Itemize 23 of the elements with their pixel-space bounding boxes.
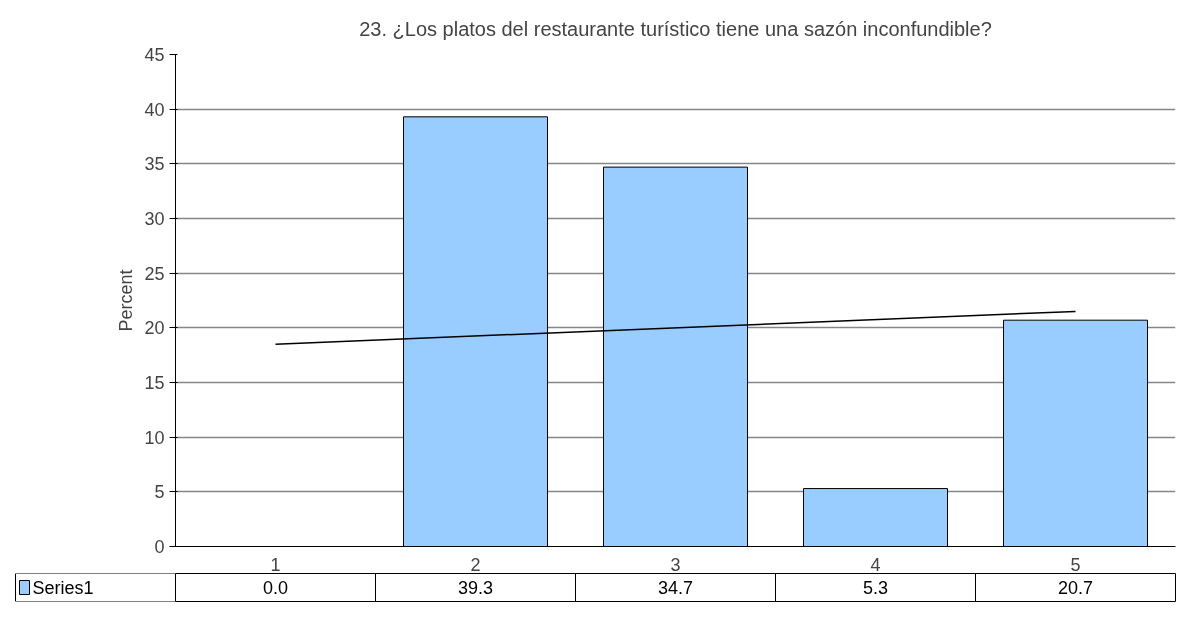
data-label: 20.7 xyxy=(1057,578,1094,598)
x-tick-label: 1 xyxy=(270,554,281,575)
y-tick-label: 10 xyxy=(144,427,165,448)
data-label: 5.3 xyxy=(862,578,889,598)
y-tick-label: 15 xyxy=(144,373,165,393)
y-tick-label: 35 xyxy=(144,154,165,175)
data-label: 34.7 xyxy=(657,578,694,598)
data-label: 0.0 xyxy=(262,578,289,598)
y-tick-label: 0 xyxy=(154,537,165,557)
y-tick-label: 30 xyxy=(144,209,165,229)
data-label: 39.3 xyxy=(457,578,494,598)
x-tick-label: 2 xyxy=(470,554,481,575)
y-tick-label: 5 xyxy=(154,482,165,503)
x-tick-label: 5 xyxy=(1070,554,1081,575)
x-tick-label: 3 xyxy=(670,554,681,575)
y-tick-label: 25 xyxy=(144,263,165,284)
y-tick-label: 20 xyxy=(144,318,165,339)
chart-title: 23. ¿Los platos del restaurante turístico tiene una sazón inconfundible? xyxy=(359,17,992,40)
x-tick-label: 4 xyxy=(870,554,881,575)
legend-label: Series1 xyxy=(32,577,94,598)
y-tick-label: 45 xyxy=(144,45,165,65)
y-axis-title: Percent xyxy=(116,269,137,332)
y-tick-label: 40 xyxy=(144,99,165,120)
